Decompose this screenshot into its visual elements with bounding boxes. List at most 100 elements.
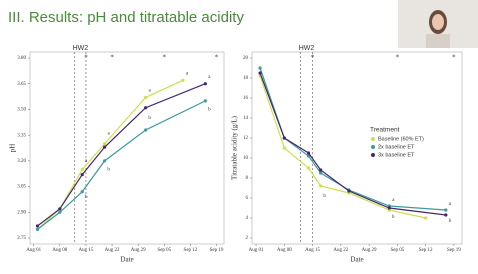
annotation: b bbox=[449, 219, 452, 224]
x-tick-label: Aug 08 bbox=[52, 248, 67, 253]
point bbox=[35, 224, 40, 228]
series-line bbox=[37, 83, 206, 227]
legend-swatch bbox=[371, 145, 375, 149]
x-tick-label: Aug 01 bbox=[26, 248, 41, 253]
point bbox=[258, 71, 262, 75]
y-tick-label: 3.20 bbox=[17, 159, 26, 164]
point bbox=[58, 207, 62, 211]
point bbox=[306, 154, 311, 158]
series-line bbox=[37, 79, 184, 230]
x-tick-label: Sep 19 bbox=[210, 248, 224, 253]
point bbox=[347, 189, 351, 193]
point bbox=[80, 172, 84, 177]
point bbox=[144, 106, 148, 110]
y-axis-title: pH bbox=[9, 144, 17, 153]
x-tick-label: Sep 19 bbox=[447, 248, 461, 253]
significance-marker: * bbox=[396, 54, 400, 62]
annotation: a bbox=[149, 89, 152, 94]
point bbox=[203, 99, 207, 103]
x-axis-title: Date bbox=[350, 256, 363, 264]
point bbox=[319, 184, 323, 188]
y-tick-label: 3.50 bbox=[17, 108, 26, 113]
y-tick-label: 3.35 bbox=[17, 133, 26, 138]
point bbox=[58, 210, 62, 214]
y-tick-label: 2 bbox=[246, 236, 249, 241]
annotation: b bbox=[392, 215, 395, 220]
significance-marker: * bbox=[452, 54, 456, 62]
y-tick-label: 4 bbox=[246, 216, 249, 221]
annotation: a bbox=[107, 132, 110, 137]
y-tick-label: 2.90 bbox=[17, 210, 26, 215]
significance-marker: * bbox=[84, 54, 88, 62]
y-tick-label: 3.65 bbox=[17, 82, 26, 87]
point bbox=[181, 78, 185, 82]
point bbox=[80, 190, 84, 194]
point bbox=[319, 171, 323, 175]
annotation: b bbox=[85, 195, 88, 200]
point bbox=[103, 145, 107, 149]
point bbox=[144, 95, 148, 100]
legend-title: Treatment bbox=[370, 127, 400, 134]
slide-title: III. Results: pH and titratable acidity bbox=[8, 9, 244, 26]
x-tick-label: Aug 08 bbox=[277, 248, 292, 253]
x-tick-label: Aug 22 bbox=[105, 248, 120, 253]
annotation: a bbox=[449, 202, 452, 207]
x-tick-label: Sep 05 bbox=[391, 248, 405, 253]
annotation: a bbox=[186, 72, 189, 77]
window-label: HW2 bbox=[299, 45, 315, 52]
x-tick-label: Sep 12 bbox=[184, 248, 198, 253]
significance-marker: * bbox=[110, 54, 114, 62]
y-tick-label: 3.05 bbox=[17, 185, 26, 190]
point bbox=[424, 216, 428, 220]
point bbox=[444, 208, 448, 212]
y-tick-label: 3.80 bbox=[17, 56, 26, 61]
point bbox=[282, 146, 286, 150]
x-tick-label: Aug 15 bbox=[305, 248, 320, 253]
point bbox=[103, 142, 107, 146]
legend-label: 3x baseline ET bbox=[378, 152, 415, 158]
x-tick-label: Aug 29 bbox=[131, 248, 146, 253]
window-label: HW2 bbox=[73, 45, 89, 52]
legend-label: Baseline (60% ET) bbox=[378, 136, 424, 142]
annotation: b bbox=[323, 194, 326, 199]
legend-swatch bbox=[371, 153, 375, 157]
x-tick-label: Aug 01 bbox=[249, 248, 264, 253]
y-tick-label: 2.75 bbox=[17, 236, 26, 241]
plot-area bbox=[29, 51, 225, 245]
annotation: b bbox=[208, 108, 211, 113]
annotation: b bbox=[107, 168, 110, 173]
significance-marker: * bbox=[215, 54, 219, 62]
point bbox=[319, 168, 323, 172]
series-line bbox=[259, 72, 446, 216]
point bbox=[144, 128, 148, 132]
point bbox=[258, 66, 262, 70]
legend-swatch bbox=[371, 137, 375, 141]
annotation: b bbox=[148, 116, 151, 121]
point bbox=[203, 82, 207, 86]
y-tick-label: 8 bbox=[246, 176, 249, 181]
y-tick-label: 10 bbox=[243, 156, 249, 161]
y-axis-title: Titratable acidity (g/L) bbox=[231, 115, 239, 180]
point bbox=[103, 159, 107, 163]
webcam-body bbox=[426, 34, 450, 48]
annotation: a bbox=[85, 159, 88, 164]
annotation: a bbox=[208, 75, 211, 80]
x-tick-label: Aug 15 bbox=[79, 248, 94, 253]
point bbox=[306, 151, 311, 155]
y-tick-label: 6 bbox=[246, 196, 249, 201]
y-tick-label: 20 bbox=[243, 56, 249, 61]
annotation: a bbox=[392, 198, 395, 203]
y-tick-label: 14 bbox=[243, 116, 249, 121]
y-tick-label: 18 bbox=[243, 76, 249, 81]
x-tick-label: Sep 12 bbox=[419, 248, 433, 253]
point bbox=[387, 206, 391, 210]
point bbox=[444, 213, 448, 217]
legend-label: 2x baseline ET bbox=[378, 144, 415, 150]
y-tick-label: 16 bbox=[243, 96, 249, 101]
x-axis-title: Date bbox=[120, 256, 133, 264]
point bbox=[306, 166, 311, 170]
point bbox=[35, 227, 40, 232]
significance-marker: * bbox=[311, 54, 315, 62]
